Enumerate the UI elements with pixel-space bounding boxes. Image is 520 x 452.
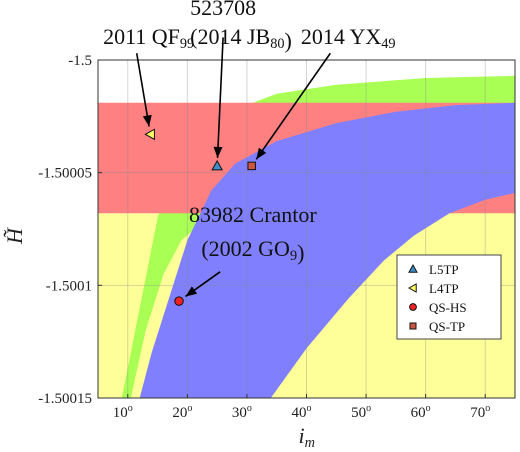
x-tick-label: 20o [172, 403, 192, 421]
annotation-arrow-head [213, 146, 223, 158]
x-tick-label: 70o [470, 403, 490, 421]
annotation-label: 523708 [190, 0, 256, 20]
point-qs-hs [174, 296, 184, 306]
point-l5tp [211, 159, 223, 171]
annotation-label: 2011 QF99 [103, 24, 194, 52]
annotation-labels: 523708 2011 QF99(2014 JB80) 2014 YX49 83982… [103, 0, 396, 265]
legend-label: L4TP [429, 281, 459, 296]
annotation-label: 83982 Crantor [189, 202, 317, 227]
point-qs-tp [247, 161, 256, 171]
annotation-label: 2014 YX49 [301, 24, 396, 52]
x-tick-label: 50o [351, 403, 371, 421]
annotation-arrow-head [185, 286, 198, 297]
y-tick-label: -1.50005 [38, 166, 92, 182]
y-tick-label: -1.5 [68, 53, 92, 69]
x-axis-ticks: 10o 20o 30o 40o 50o 60o 70o [113, 394, 490, 421]
annotation-arrow-head [256, 147, 267, 160]
y-axis-ticks: -1.5 -1.50005 -1.5001 -1.50015 [38, 53, 102, 407]
y-tick-label: -1.50015 [38, 391, 92, 407]
x-tick-label: 60o [411, 403, 431, 421]
legend-marker-qs-hs [409, 303, 417, 311]
point-l4tp [144, 128, 155, 141]
region-4 [139, 102, 515, 398]
legend-label: L5TP [429, 262, 459, 277]
annotation-arrow-line [216, 37, 224, 158]
legend-marker-l4tp [407, 283, 417, 293]
x-tick-label: 30o [232, 403, 252, 421]
y-tick-label: -1.5001 [46, 278, 92, 294]
annotation-arrows [135, 37, 331, 298]
legend-label: QS-TP [429, 319, 465, 334]
legend-marker-l5tp [408, 263, 418, 273]
annotation-label: (2014 JB80) [190, 24, 292, 53]
x-tick-label: 40o [292, 403, 312, 421]
annotation-arrow-line [255, 52, 331, 160]
annotation-arrow-head [142, 114, 152, 127]
legend-label: QS-HS [429, 300, 467, 315]
annotation-label: (2002 GO9) [201, 236, 304, 265]
x-tick-label: 10o [113, 403, 133, 421]
x-axis-label: im [299, 423, 315, 451]
legend: L5TP L4TP QS-HS QS-TP [396, 254, 502, 340]
legend-marker-qs-tp [409, 322, 417, 330]
data-points [144, 128, 256, 306]
annotation-arrow-line [135, 53, 150, 127]
y-axis-label: H̃ [2, 227, 27, 245]
